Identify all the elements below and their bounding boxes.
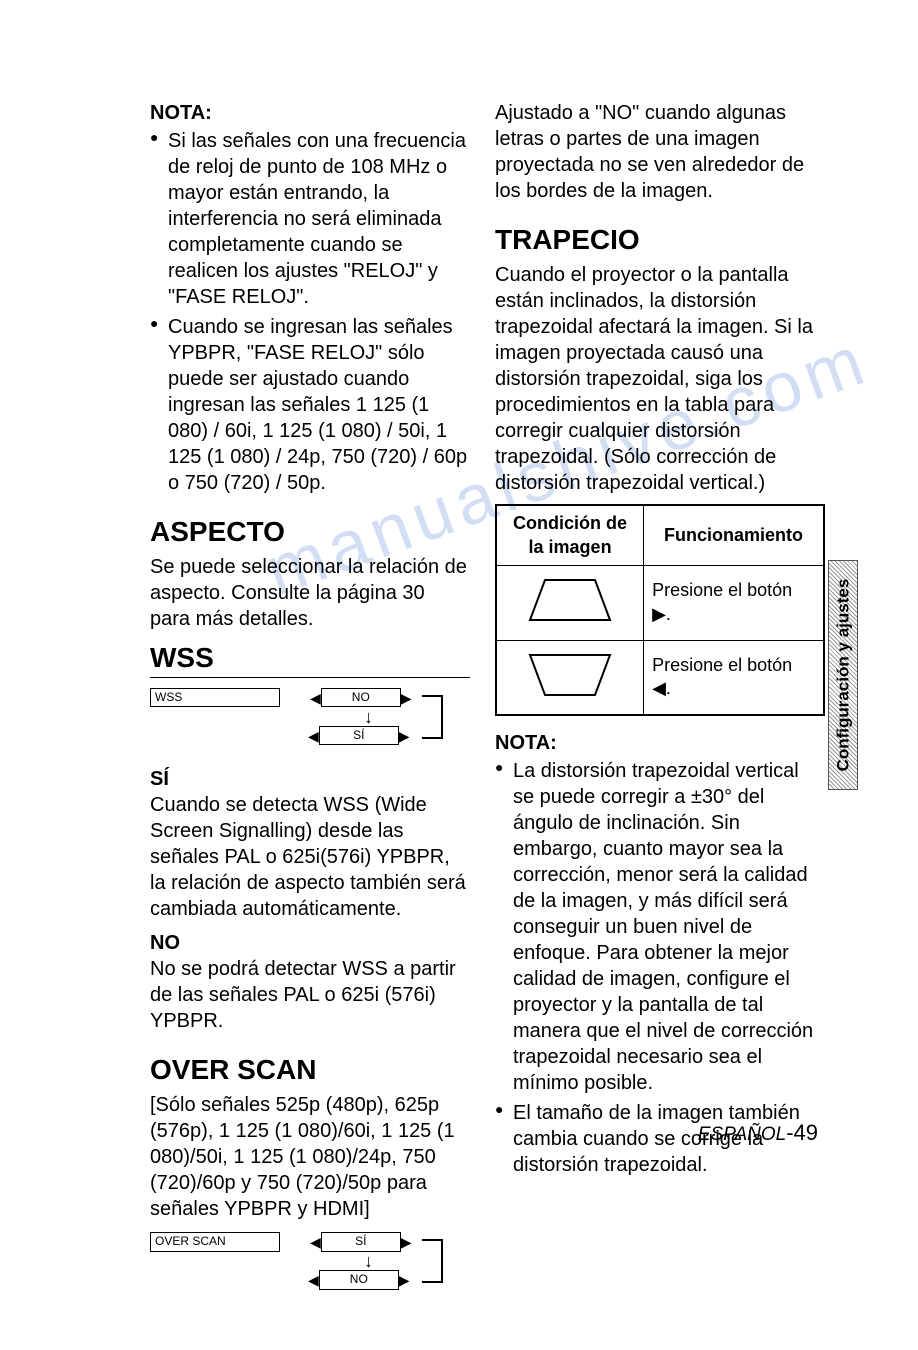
nota-heading-right: NOTA: (495, 730, 825, 756)
no-subheading: NO (150, 930, 470, 956)
trapezoid-bottom-narrow-icon (496, 640, 644, 715)
si-text: Cuando se detecta WSS (Wide Screen Signa… (150, 792, 470, 922)
right-arrow-icon: ▶ (399, 1273, 410, 1287)
loop-bracket-icon (422, 688, 452, 746)
wss-diagram: WSS ◀ NO ▶ ↓ ◀ SÍ ▶ (150, 684, 470, 754)
left-arrow-icon: ◀ (308, 729, 319, 743)
trapecio-table: Condición de la imagen Funcionamiento Pr… (495, 504, 825, 716)
trapecio-heading: TRAPECIO (495, 222, 825, 258)
table-cell-action: Presione el botón ◀. (644, 640, 824, 715)
nota-heading: NOTA: (150, 100, 470, 126)
overscan-text: [Sólo señales 525p (480p), 625p (576p), … (150, 1092, 470, 1222)
aspecto-text: Se puede seleccionar la relación de aspe… (150, 554, 470, 632)
overscan-diagram: OVER SCAN ◀ SÍ ▶ ↓ ◀ NO ▶ (150, 1228, 470, 1298)
overscan-value-bottom: NO (319, 1270, 399, 1290)
trapezoid-top-narrow-icon (496, 566, 644, 640)
wss-field-label: WSS (150, 688, 280, 708)
nota-item: La distorsión trapezoidal vertical se pu… (513, 758, 825, 1096)
table-header-operation: Funcionamiento (644, 505, 824, 565)
left-arrow-icon: ◀ (310, 1235, 321, 1249)
right-arrow-icon: ▶ (399, 729, 410, 743)
wss-value-top: NO (321, 688, 401, 708)
si-subheading: SÍ (150, 766, 470, 792)
overscan-heading: OVER SCAN (150, 1052, 470, 1088)
nota-item: El tamaño de la imagen también cambia cu… (513, 1100, 825, 1178)
nota-item: Cuando se ingresan las señales YPBPR, "F… (168, 314, 470, 496)
overscan-value-top: SÍ (321, 1232, 401, 1252)
nota-item: Si las señales con una frecuencia de rel… (168, 128, 470, 310)
right-arrow-icon: ▶ (401, 1235, 412, 1249)
left-column: NOTA: Si las señales con una frecuencia … (150, 100, 470, 1310)
no-text: No se podrá detectar WSS a partir de las… (150, 956, 470, 1034)
nota-list-right: La distorsión trapezoidal vertical se pu… (495, 758, 825, 1178)
loop-bracket-icon (422, 1232, 452, 1290)
intro-text: Ajustado a "NO" cuando algunas letras o … (495, 100, 825, 204)
trapecio-text: Cuando el proyector o la pantalla están … (495, 262, 825, 496)
nota-list: Si las señales con una frecuencia de rel… (150, 128, 470, 496)
left-arrow-icon: ◀ (310, 691, 321, 705)
table-header-condition: Condición de la imagen (496, 505, 644, 565)
right-column: Ajustado a "NO" cuando algunas letras o … (495, 100, 825, 1310)
aspecto-heading: ASPECTO (150, 514, 470, 550)
wss-heading: WSS (150, 640, 470, 677)
right-arrow-icon: ▶ (401, 691, 412, 705)
overscan-field-label: OVER SCAN (150, 1232, 280, 1252)
wss-value-bottom: SÍ (319, 726, 399, 746)
left-arrow-icon: ◀ (308, 1273, 319, 1287)
table-cell-action: Presione el botón ▶. (644, 566, 824, 640)
